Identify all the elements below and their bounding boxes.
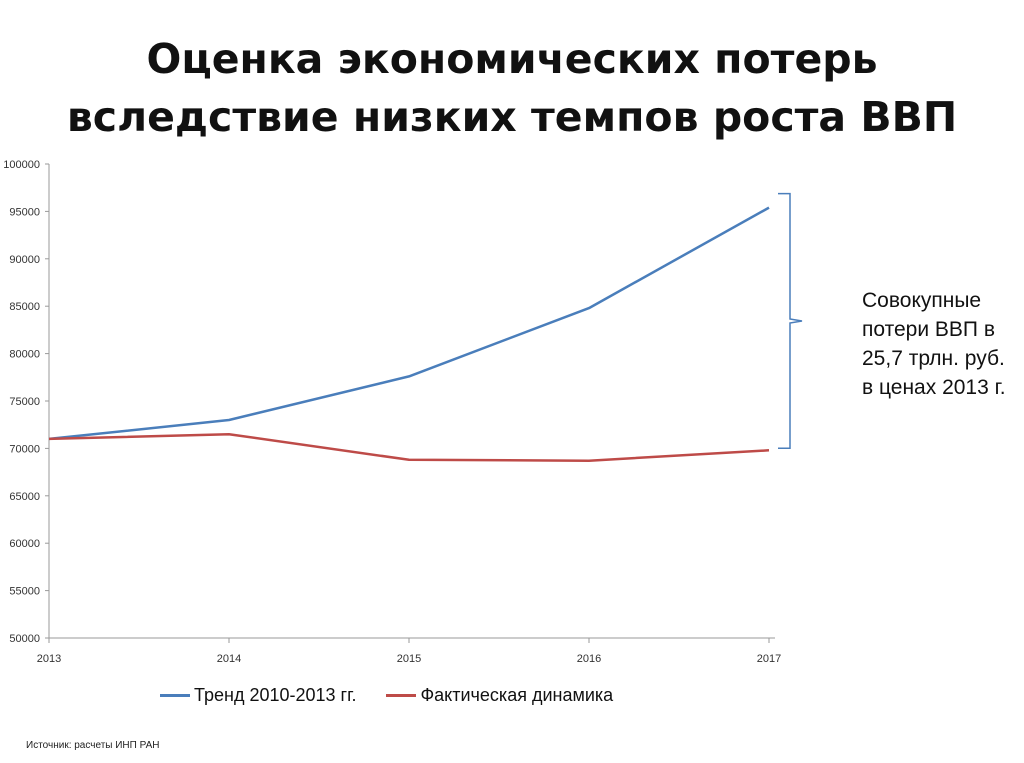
annotation-line-1: Совокупные	[862, 289, 982, 312]
y-tick-label: 95000	[9, 206, 40, 218]
y-tick-label: 50000	[9, 633, 40, 645]
legend-item-actual: Фактическая динамика	[386, 685, 613, 706]
y-tick-label: 65000	[9, 491, 40, 503]
x-tick-label: 2015	[397, 653, 421, 665]
y-tick-label: 90000	[9, 254, 40, 266]
annotation-line-3: 25,7 трлн. руб.	[862, 347, 1005, 370]
y-tick-label: 70000	[9, 443, 40, 455]
loss-brace	[778, 192, 803, 450]
x-tick-label: 2016	[577, 653, 601, 665]
y-tick-label: 60000	[9, 538, 40, 550]
chart-axes: 50000 55000 60000 65000 70000 75000 80000 85000…	[3, 159, 781, 665]
chart-series	[48, 206, 770, 462]
legend-swatch-trend	[160, 693, 190, 697]
y-tick-label: 80000	[9, 349, 40, 361]
legend-swatch-actual	[386, 693, 417, 697]
annotation-line-2: потери ВВП в	[862, 318, 995, 341]
legend-item-trend: Тренд 2010-2013 гг.	[160, 685, 356, 706]
brace-path	[778, 192, 803, 450]
loss-annotation: Совокупные потери ВВП в 25,7 трлн. руб. …	[862, 286, 1022, 402]
title-line-2: вследствие низких темпов роста ВВП	[66, 93, 958, 141]
y-tick-label: 85000	[9, 301, 40, 313]
chart-legend: Тренд 2010-2013 гг. Фактическая динамика	[160, 684, 643, 706]
legend-label-trend: Тренд 2010-2013 гг.	[194, 684, 357, 705]
slide-title: Оценка экономических потерь вследствие н…	[0, 30, 1024, 146]
x-tick-label: 2014	[217, 653, 241, 665]
title-line-1: Оценка экономических потерь	[146, 35, 878, 83]
y-tick-label: 75000	[9, 396, 40, 408]
x-tick-label: 2013	[37, 653, 61, 665]
series-line-2	[48, 432, 770, 462]
legend-label-actual: Фактическая динамика	[420, 684, 614, 705]
series-line-1	[48, 206, 770, 441]
y-tick-label: 100000	[3, 159, 40, 171]
x-tick-label: 2017	[757, 653, 781, 665]
annotation-line-4: в ценах 2013 г.	[862, 376, 1006, 399]
y-tick-label: 55000	[9, 586, 40, 598]
source-note: Источник: расчеты ИНП РАН	[26, 740, 160, 751]
